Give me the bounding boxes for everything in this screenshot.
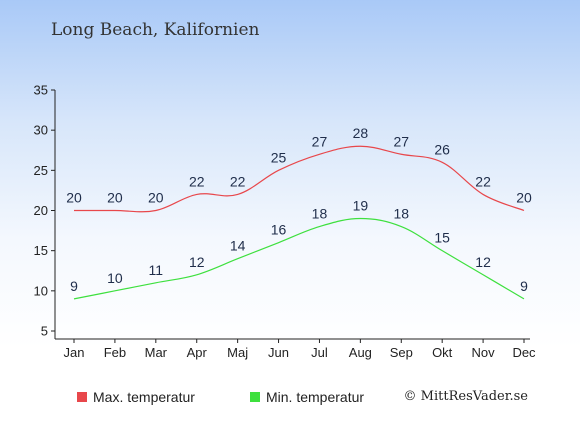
series-line-min xyxy=(73,217,525,300)
data-label-min-jul: 18 xyxy=(312,206,328,222)
y-tick-label-15: 15 xyxy=(34,243,48,258)
x-tick-label-aug: Aug xyxy=(349,345,372,360)
data-label-min-aug: 19 xyxy=(353,198,369,214)
y-tick-label-5: 5 xyxy=(41,324,48,339)
data-label-max-okt: 26 xyxy=(434,141,450,157)
x-tick-label-apr: Apr xyxy=(187,345,208,360)
data-label-min-maj: 14 xyxy=(230,238,246,254)
data-label-min-mar: 11 xyxy=(149,262,164,278)
data-label-min-nov: 12 xyxy=(475,254,491,270)
data-label-min-sep: 18 xyxy=(393,206,409,222)
data-label-max-nov: 22 xyxy=(475,173,491,189)
y-tick-label-10: 10 xyxy=(34,283,48,298)
x-tick-label-jun: Jun xyxy=(268,345,289,360)
data-label-max-mar: 20 xyxy=(148,190,164,206)
x-tick-label-jan: Jan xyxy=(64,345,85,360)
data-label-max-apr: 22 xyxy=(189,173,205,189)
y-tick-label-20: 20 xyxy=(34,203,48,218)
chart-title: Long Beach, Kalifornien xyxy=(51,20,260,40)
x-tick-label-dec: Dec xyxy=(512,345,536,360)
data-label-max-feb: 20 xyxy=(107,190,123,206)
legend-swatch-min xyxy=(250,392,260,402)
data-label-max-aug: 28 xyxy=(353,125,369,141)
data-label-max-jul: 27 xyxy=(312,133,328,149)
legend-swatch-max xyxy=(77,392,87,402)
data-label-max-jan: 20 xyxy=(66,190,82,206)
x-tick-label-nov: Nov xyxy=(472,345,496,360)
data-label-max-maj: 22 xyxy=(230,173,246,189)
data-label-max-sep: 27 xyxy=(393,133,409,149)
legend-label-min: Min. temperatur xyxy=(266,389,364,405)
y-tick-label-35: 35 xyxy=(34,83,48,98)
data-label-min-okt: 15 xyxy=(434,230,450,246)
data-label-max-jun: 25 xyxy=(271,149,287,165)
y-tick-label-25: 25 xyxy=(34,163,48,178)
data-label-min-apr: 12 xyxy=(189,254,205,270)
y-tick-label-30: 30 xyxy=(34,123,48,138)
x-tick-label-maj: Maj xyxy=(227,345,248,360)
x-tick-label-feb: Feb xyxy=(104,345,126,360)
data-label-max-dec: 20 xyxy=(516,190,532,206)
x-tick-label-sep: Sep xyxy=(390,345,413,360)
copyright-credit: © MittResVader.se xyxy=(403,389,528,404)
data-label-min-dec: 9 xyxy=(520,278,528,294)
data-label-min-jun: 16 xyxy=(271,222,287,238)
legend-label-max: Max. temperatur xyxy=(93,389,195,405)
x-tick-label-okt: Okt xyxy=(432,345,453,360)
data-label-min-feb: 10 xyxy=(107,270,123,286)
x-tick-label-mar: Mar xyxy=(145,345,168,360)
data-label-min-jan: 9 xyxy=(70,278,78,294)
x-tick-label-jul: Jul xyxy=(311,345,328,360)
series-line-max xyxy=(73,145,525,213)
